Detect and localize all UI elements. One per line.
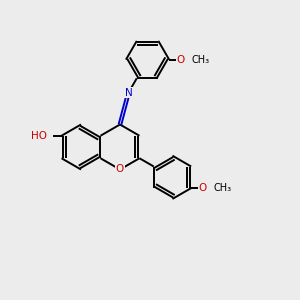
Text: O: O xyxy=(116,164,124,175)
Text: CH₃: CH₃ xyxy=(191,55,209,64)
Text: HO: HO xyxy=(32,131,47,141)
Text: N: N xyxy=(124,88,132,98)
Text: CH₃: CH₃ xyxy=(213,183,231,193)
Text: O: O xyxy=(198,183,207,193)
Text: O: O xyxy=(176,55,185,64)
